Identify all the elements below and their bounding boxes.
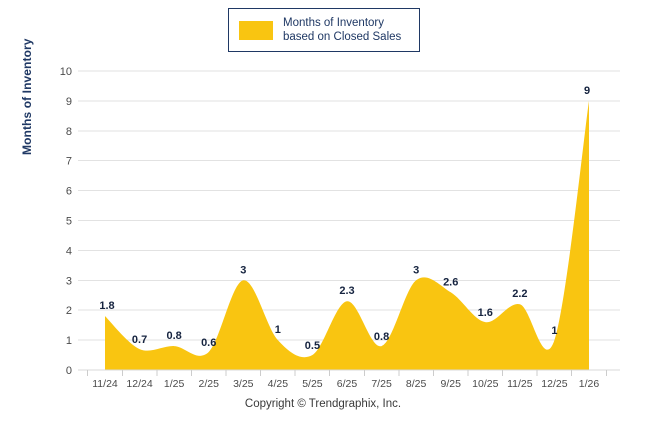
data-point-label: 9 bbox=[584, 85, 590, 97]
data-point-label: 3 bbox=[413, 264, 419, 276]
y-tick-label: 3 bbox=[66, 275, 72, 287]
y-tick-label: 1 bbox=[66, 335, 72, 347]
y-tick-label: 5 bbox=[66, 216, 72, 228]
data-point-label: 0.8 bbox=[166, 330, 181, 342]
data-point-label: 0.7 bbox=[132, 334, 147, 346]
x-tick-label: 2/25 bbox=[198, 378, 219, 390]
x-tick-labels-group: 11/24 12/24 1/25 2/25 3/25 4/25 5/25 6/25 7/25 8/… bbox=[92, 378, 599, 390]
y-tick-label: 6 bbox=[66, 186, 72, 198]
y-tick-label: 4 bbox=[66, 245, 72, 257]
x-tick-label: 12/24 bbox=[126, 378, 152, 390]
data-point-label: 2.3 bbox=[339, 285, 354, 297]
data-point-labels-group: 1.8 0.7 0.8 0.6 3 1 0.5 2.3 0.8 3 2.6 1.6 2.2 1 9 bbox=[99, 85, 590, 352]
y-tick-label: 10 bbox=[60, 66, 72, 78]
x-tick-label: 1/25 bbox=[164, 378, 185, 390]
chart-legend[interactable]: Months of Inventory based on Closed Sale… bbox=[228, 8, 420, 52]
x-tick-label: 5/25 bbox=[302, 378, 323, 390]
x-tick-label: 4/25 bbox=[268, 378, 289, 390]
x-tick-label: 1/26 bbox=[579, 378, 600, 390]
data-point-label: 1.8 bbox=[99, 300, 114, 312]
x-tick-label: 12/25 bbox=[541, 378, 567, 390]
gridlines-group bbox=[78, 70, 620, 341]
data-point-label: 1 bbox=[551, 325, 557, 337]
data-point-label: 0.5 bbox=[305, 340, 320, 352]
area-series-group bbox=[105, 100, 589, 371]
y-tick-label: 7 bbox=[66, 156, 72, 168]
x-tick-label: 11/24 bbox=[92, 378, 118, 390]
x-tick-label: 3/25 bbox=[233, 378, 254, 390]
copyright-note: Copyright © Trendgraphix, Inc. bbox=[244, 398, 402, 410]
plot-area: 0 1 2 3 4 5 6 7 8 9 10 11/24 12/24 1/25 2/25 3/25 4/25 5… bbox=[60, 66, 620, 390]
data-point-label: 1.6 bbox=[478, 307, 493, 319]
legend-swatch-icon bbox=[239, 20, 273, 40]
y-tick-label: 8 bbox=[66, 126, 72, 138]
y-tick-label: 0 bbox=[66, 365, 72, 377]
x-tick-label: 11/25 bbox=[507, 378, 533, 390]
y-tick-label: 9 bbox=[66, 96, 72, 108]
x-tick-label: 6/25 bbox=[337, 378, 358, 390]
data-point-label: 1 bbox=[275, 324, 281, 336]
data-point-label: 2.2 bbox=[512, 288, 527, 300]
x-tick-label: 10/25 bbox=[472, 378, 498, 390]
axis-lines-group bbox=[78, 369, 620, 376]
area-series-path bbox=[105, 100, 589, 371]
data-point-label: 2.6 bbox=[443, 276, 458, 288]
y-axis-title: Months of Inventory bbox=[20, 38, 34, 155]
x-tick-label: 7/25 bbox=[371, 378, 392, 390]
y-tick-label: 2 bbox=[66, 305, 72, 317]
x-tick-label: 8/25 bbox=[406, 378, 427, 390]
y-tick-labels-group: 0 1 2 3 4 5 6 7 8 9 10 bbox=[60, 66, 72, 377]
data-point-label: 3 bbox=[240, 264, 246, 276]
data-point-label: 0.8 bbox=[374, 331, 389, 343]
x-tick-label: 9/25 bbox=[440, 378, 461, 390]
legend-label: Months of Inventory based on Closed Sale… bbox=[283, 17, 402, 43]
data-point-label: 0.6 bbox=[201, 337, 216, 349]
